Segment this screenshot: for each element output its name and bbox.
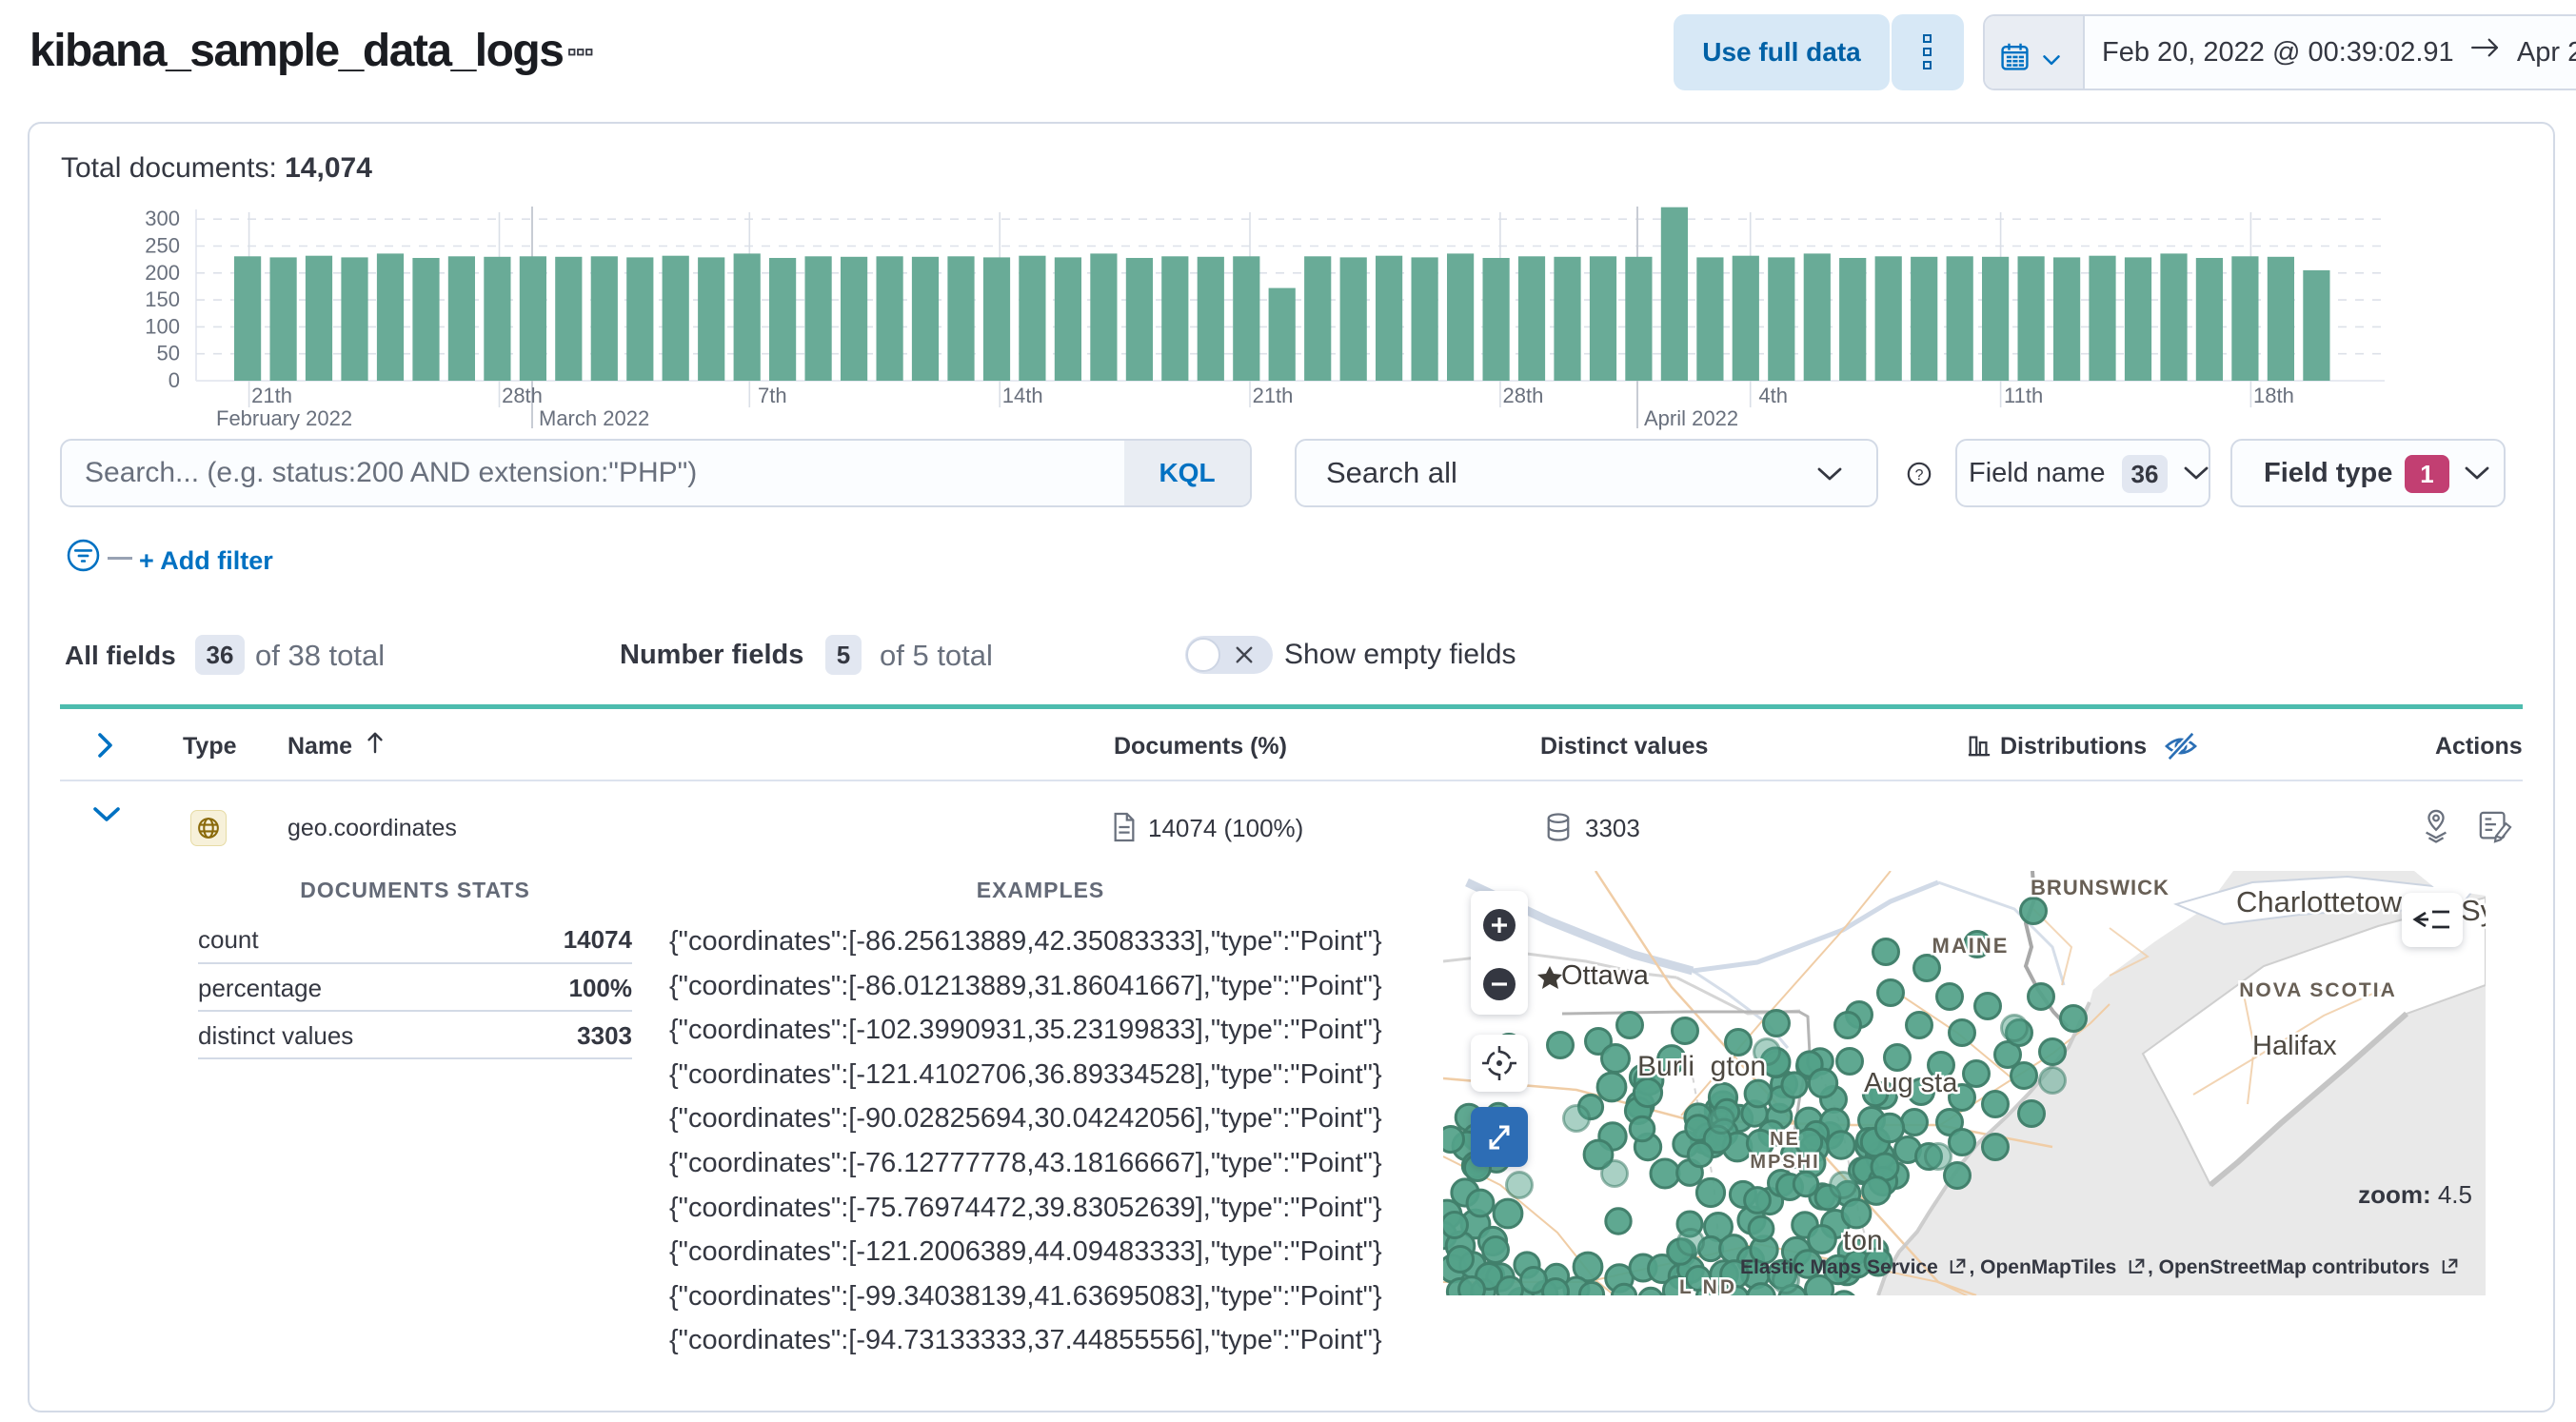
svg-text:Burli gton: Burli gton xyxy=(1637,1051,1766,1082)
svg-text:April 2022: April 2022 xyxy=(1644,406,1738,430)
svg-text:14th: 14th xyxy=(1002,384,1043,407)
svg-text:4th: 4th xyxy=(1758,384,1788,407)
svg-text:11th: 11th xyxy=(2004,384,2043,407)
svg-text:Aug sta: Aug sta xyxy=(1864,1068,1958,1098)
svg-text:250: 250 xyxy=(145,234,180,258)
svg-text:100: 100 xyxy=(145,314,180,338)
svg-text:18th: 18th xyxy=(2253,384,2294,407)
svg-text:NE: NE xyxy=(1770,1129,1800,1150)
svg-text:February 2022: February 2022 xyxy=(216,406,352,430)
svg-text:Ottawa: Ottawa xyxy=(1561,960,1650,991)
svg-text:Sy: Sy xyxy=(2461,894,2486,927)
svg-text:March 2022: March 2022 xyxy=(539,406,649,430)
svg-text:50: 50 xyxy=(157,342,180,365)
svg-text:MPSHI: MPSHI xyxy=(1750,1152,1819,1173)
svg-text:300: 300 xyxy=(145,207,180,230)
svg-text:200: 200 xyxy=(145,261,180,285)
svg-text:28th: 28th xyxy=(502,384,543,407)
svg-text:NOVA SCOTIA: NOVA SCOTIA xyxy=(2239,979,2397,1001)
svg-text:zoom: 4.5: zoom: 4.5 xyxy=(2358,1180,2472,1209)
svg-text:MAINE: MAINE xyxy=(1932,934,2010,958)
svg-text:Charlottetown: Charlottetown xyxy=(2236,885,2418,918)
svg-text:L ND: L ND xyxy=(1679,1276,1737,1295)
svg-text:7th: 7th xyxy=(758,384,787,407)
svg-text:ton: ton xyxy=(1843,1225,1883,1256)
svg-text:0: 0 xyxy=(168,368,180,392)
svg-text:150: 150 xyxy=(145,287,180,311)
svg-text:?: ? xyxy=(1915,467,1924,484)
svg-text:BRUNSWICK: BRUNSWICK xyxy=(2031,876,2170,899)
svg-text:21th: 21th xyxy=(1253,384,1294,407)
svg-text:Halifax: Halifax xyxy=(2252,1031,2337,1061)
svg-text:28th: 28th xyxy=(1502,384,1543,407)
svg-text:21th: 21th xyxy=(251,384,292,407)
